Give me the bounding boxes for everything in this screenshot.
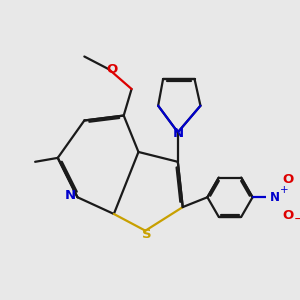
Text: N: N xyxy=(65,189,76,203)
Text: +: + xyxy=(280,185,289,195)
Text: N: N xyxy=(270,191,280,204)
Text: O: O xyxy=(282,173,293,186)
Text: O: O xyxy=(282,208,293,221)
Text: S: S xyxy=(142,228,152,241)
Text: O: O xyxy=(106,63,118,76)
Text: N: N xyxy=(172,127,183,140)
Text: −: − xyxy=(294,213,300,226)
